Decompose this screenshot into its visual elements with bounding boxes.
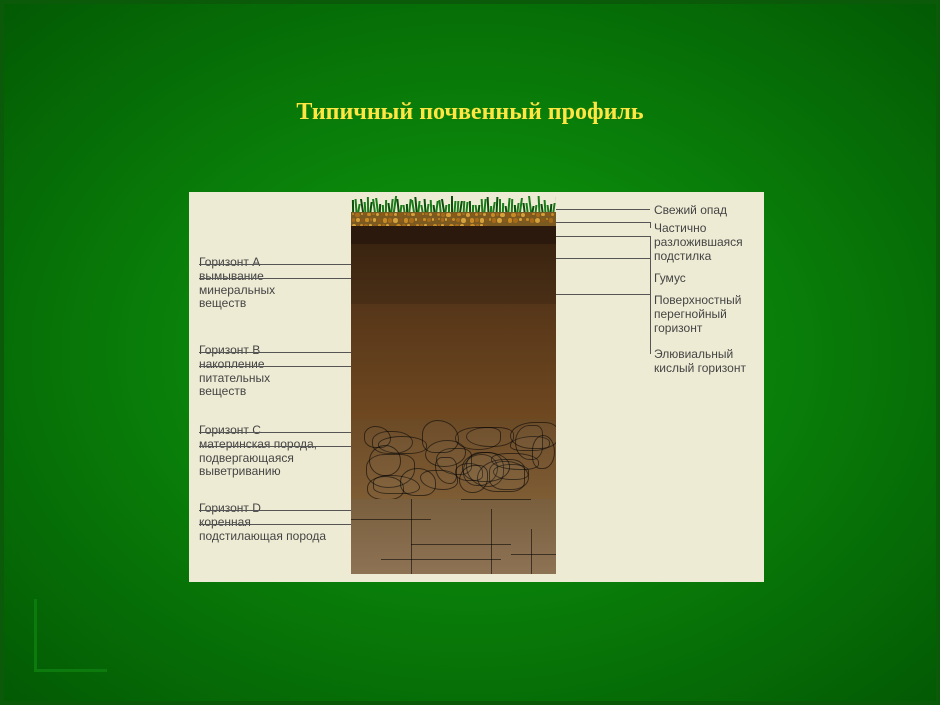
leader-horizon_d: [199, 524, 351, 525]
a-horizon: [351, 244, 556, 304]
slide-stage: Типичный почвенный профиль Горизонт A вы…: [0, 0, 940, 705]
leader-humus: [556, 236, 650, 237]
leader-topsoil: [556, 258, 650, 259]
label-horizon_d: Горизонт D коренная подстилающая порода: [199, 502, 326, 543]
leader-horizon_b: [199, 352, 351, 353]
leader-partial_litter-v: [650, 222, 651, 228]
corner-mark-icon: [34, 599, 107, 672]
leader-horizon_a: [199, 264, 351, 265]
grass-layer: [351, 196, 556, 212]
leader-partial_litter: [556, 222, 650, 223]
label-partial_litter: Частично разложившаяся подстилка: [654, 222, 743, 263]
leader-horizon_a: [199, 278, 351, 279]
d-horizon: [351, 499, 556, 574]
leader-horizon_c: [199, 432, 351, 433]
label-eluvial: Элювиальный кислый горизонт: [654, 348, 746, 376]
litter-layer: [351, 212, 556, 226]
label-topsoil: Поверхностный перегнойный горизонт: [654, 294, 742, 335]
leader-horizon_d: [199, 510, 351, 511]
leader-horizon_c: [199, 446, 351, 447]
leader-eluvial-v: [650, 294, 651, 354]
leader-fresh_litter: [556, 209, 650, 210]
label-humus: Гумус: [654, 272, 686, 286]
leader-eluvial: [556, 294, 650, 295]
leader-horizon_b: [199, 366, 351, 367]
soil-column: [351, 4, 556, 705]
c-horizon: [351, 419, 556, 499]
b-horizon: [351, 304, 556, 419]
label-fresh_litter: Свежий опад: [654, 204, 727, 218]
humus-layer: [351, 226, 556, 244]
